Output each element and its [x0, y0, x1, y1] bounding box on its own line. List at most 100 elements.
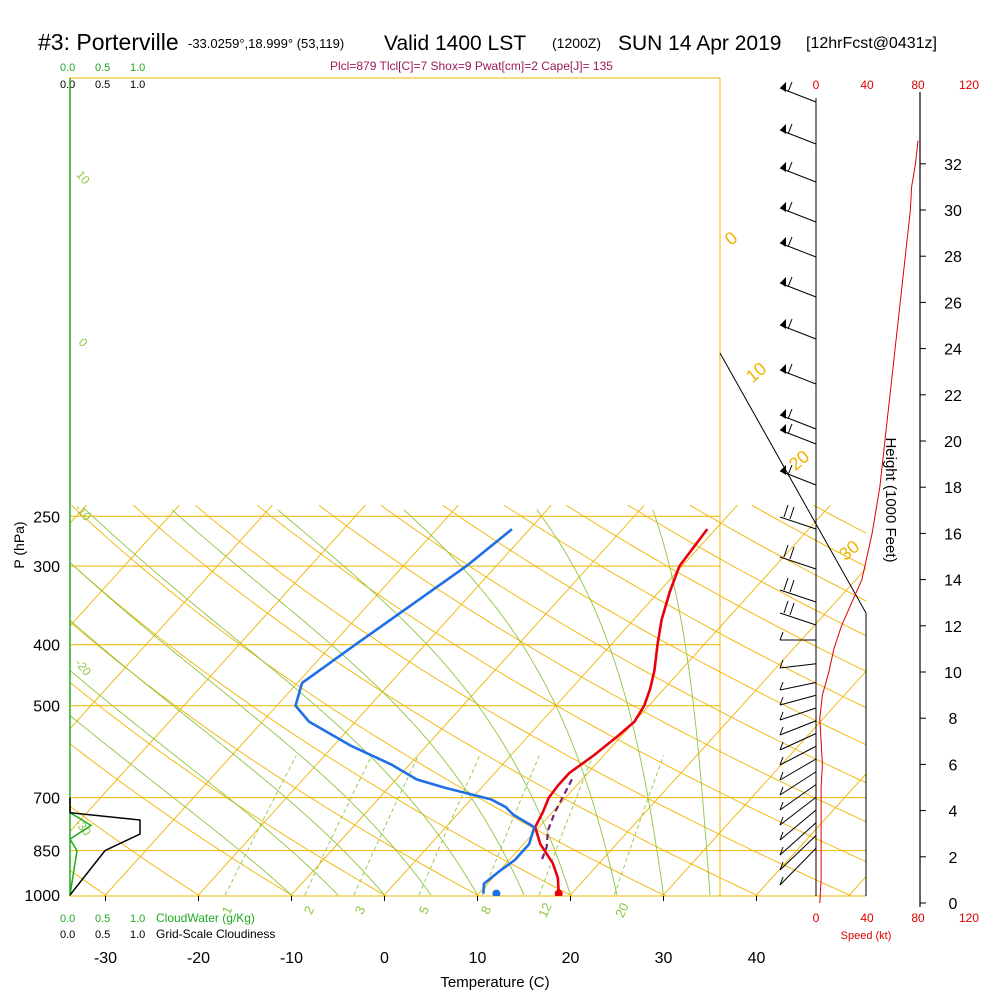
moist-adiabat--10: [70, 714, 292, 896]
utc-time: (1200Z): [552, 35, 601, 51]
height-tick-1: 2: [949, 850, 958, 867]
surface-temperature-marker: [554, 889, 563, 896]
wind-barb-23: [779, 758, 817, 781]
top-black-tick-0: 0.0: [60, 79, 75, 91]
mixing-ratio-12: [538, 755, 594, 896]
x-tick-2: -10: [280, 950, 303, 967]
height-tick-12: 24: [944, 342, 962, 359]
bottom-green-scale: 0.0 0.5 1.0 CloudWater (g/Kg): [60, 911, 255, 925]
wind-barb-24: [779, 771, 817, 796]
mixing-ratio-8: [481, 755, 540, 896]
wind-panel-diagonal: [719, 352, 867, 896]
isotherm--50: [70, 504, 273, 730]
pressure-tick-300: 300: [33, 559, 60, 576]
y-axis-label: P (hPa): [11, 521, 27, 568]
wind-barb-0: [779, 81, 817, 103]
wind-speed-profile: [819, 140, 919, 904]
surface-dewpoint-marker: [492, 889, 501, 896]
wind-barb-17: [779, 681, 817, 691]
height-tick-5: 10: [944, 665, 962, 682]
dry-adiabat-0: [70, 681, 388, 896]
height-tick-3: 6: [949, 757, 958, 774]
isotherm--20: [196, 504, 552, 896]
moist-adiabat-15: [171, 509, 525, 896]
height-tick-14: 28: [944, 249, 962, 266]
x-tick-5: 20: [562, 950, 580, 967]
mixing-ratio-20: [613, 755, 665, 896]
mixing-ratio-5: [418, 755, 481, 896]
mixing-ratio-label-5: 12: [535, 900, 555, 919]
wind-barb-20: [779, 720, 817, 736]
x-tick-7: 40: [748, 950, 766, 967]
speed-bottom-tick-2: 80: [911, 911, 925, 925]
height-tick-9: 18: [944, 480, 962, 497]
wind-barb-29: [779, 835, 817, 871]
dry-adiabat-150: [813, 504, 866, 534]
speed-top-tick-0: 0: [813, 78, 820, 92]
speed-axis-label: Speed (kt): [841, 930, 892, 942]
pressure-tick-400: 400: [33, 638, 60, 655]
dry-adiabat-90: [442, 504, 866, 746]
station-title: #3: Porterville: [38, 29, 179, 55]
dry-adiabat-130: [689, 504, 866, 602]
dry-adiabat-50: [194, 504, 853, 896]
bottom-black-tick-0: 0.0: [60, 929, 75, 941]
moist-adiabat-20: [277, 509, 571, 896]
wind-barb-11: [779, 504, 817, 530]
dry-adiabat--10: [70, 743, 295, 896]
height-tick-8: 16: [944, 526, 962, 543]
mixing-ratio-label-2: 3: [352, 904, 369, 917]
mixing-ratio-label-6: 20: [612, 900, 632, 919]
wind-barb-15: [779, 631, 816, 641]
pressure-tick-1000: 1000: [24, 888, 60, 905]
speed-top-tick-1: 40: [860, 78, 874, 92]
height-tick-7: 14: [944, 573, 962, 590]
dry-adiabat-100: [504, 504, 866, 709]
dry-adiabat--20: [70, 805, 201, 896]
height-tick-11: 22: [944, 388, 962, 405]
speed-top-tick-2: 80: [911, 78, 925, 92]
top-green-tick-0: 0.0: [60, 62, 75, 74]
series-dewpoint: [294, 528, 536, 894]
forecast-date: SUN 14 Apr 2019: [618, 32, 781, 55]
wind-barb-28: [779, 822, 817, 856]
dry-adiabat-label-2: -10: [72, 501, 94, 524]
pressure-tick-250: 250: [33, 509, 60, 526]
wind-barb-27: [779, 809, 817, 841]
moist-adiabat-label-1: 10: [742, 358, 770, 386]
speed-bottom-tick-3: 120: [959, 911, 979, 925]
x-tick-6: 30: [655, 950, 673, 967]
bottom-black-label: Grid-Scale Cloudiness: [156, 927, 275, 941]
height-axis-label: Height (1000 Feet): [882, 437, 899, 562]
pressure-tick-850: 850: [33, 844, 60, 861]
isotherm-40: [754, 773, 866, 896]
wind-barb-12: [779, 544, 817, 570]
top-black-tick-1: 0.5: [95, 79, 110, 91]
wind-barb-8: [779, 408, 817, 430]
height-tick-13: 26: [944, 295, 962, 312]
bottom-green-tick-2: 1.0: [130, 913, 145, 925]
top-green-scale: 0.0 0.5 1.0: [60, 62, 145, 74]
station-coords: -33.0259°,18.999° (53,119): [188, 36, 344, 51]
dry-adiabat-30: [71, 504, 667, 896]
wind-barb-2: [779, 161, 817, 183]
height-tick-16: 32: [944, 157, 962, 174]
moist-adiabat-10: [85, 509, 478, 896]
wind-barb-18: [779, 694, 817, 706]
wind-panel: [719, 81, 919, 904]
top-black-tick-2: 1.0: [130, 79, 145, 91]
x-tick-4: 10: [469, 950, 487, 967]
dry-adiabat-label-1: 0: [76, 335, 91, 349]
isotherm--10: [289, 504, 645, 896]
grid-cloudiness-profile: [69, 797, 141, 896]
wind-barb-14: [779, 600, 817, 626]
isotherm-30: [661, 670, 866, 896]
cloud-profiles: [68, 78, 141, 896]
moist-adiabat-30: [536, 509, 664, 896]
isotherm--30: [103, 504, 459, 896]
wind-barb-4: [779, 236, 817, 258]
wind-barb-3: [779, 201, 817, 223]
bottom-black-tick-1: 0.5: [95, 929, 110, 941]
series-temperature: [533, 528, 709, 894]
series-parcel: [540, 778, 573, 861]
